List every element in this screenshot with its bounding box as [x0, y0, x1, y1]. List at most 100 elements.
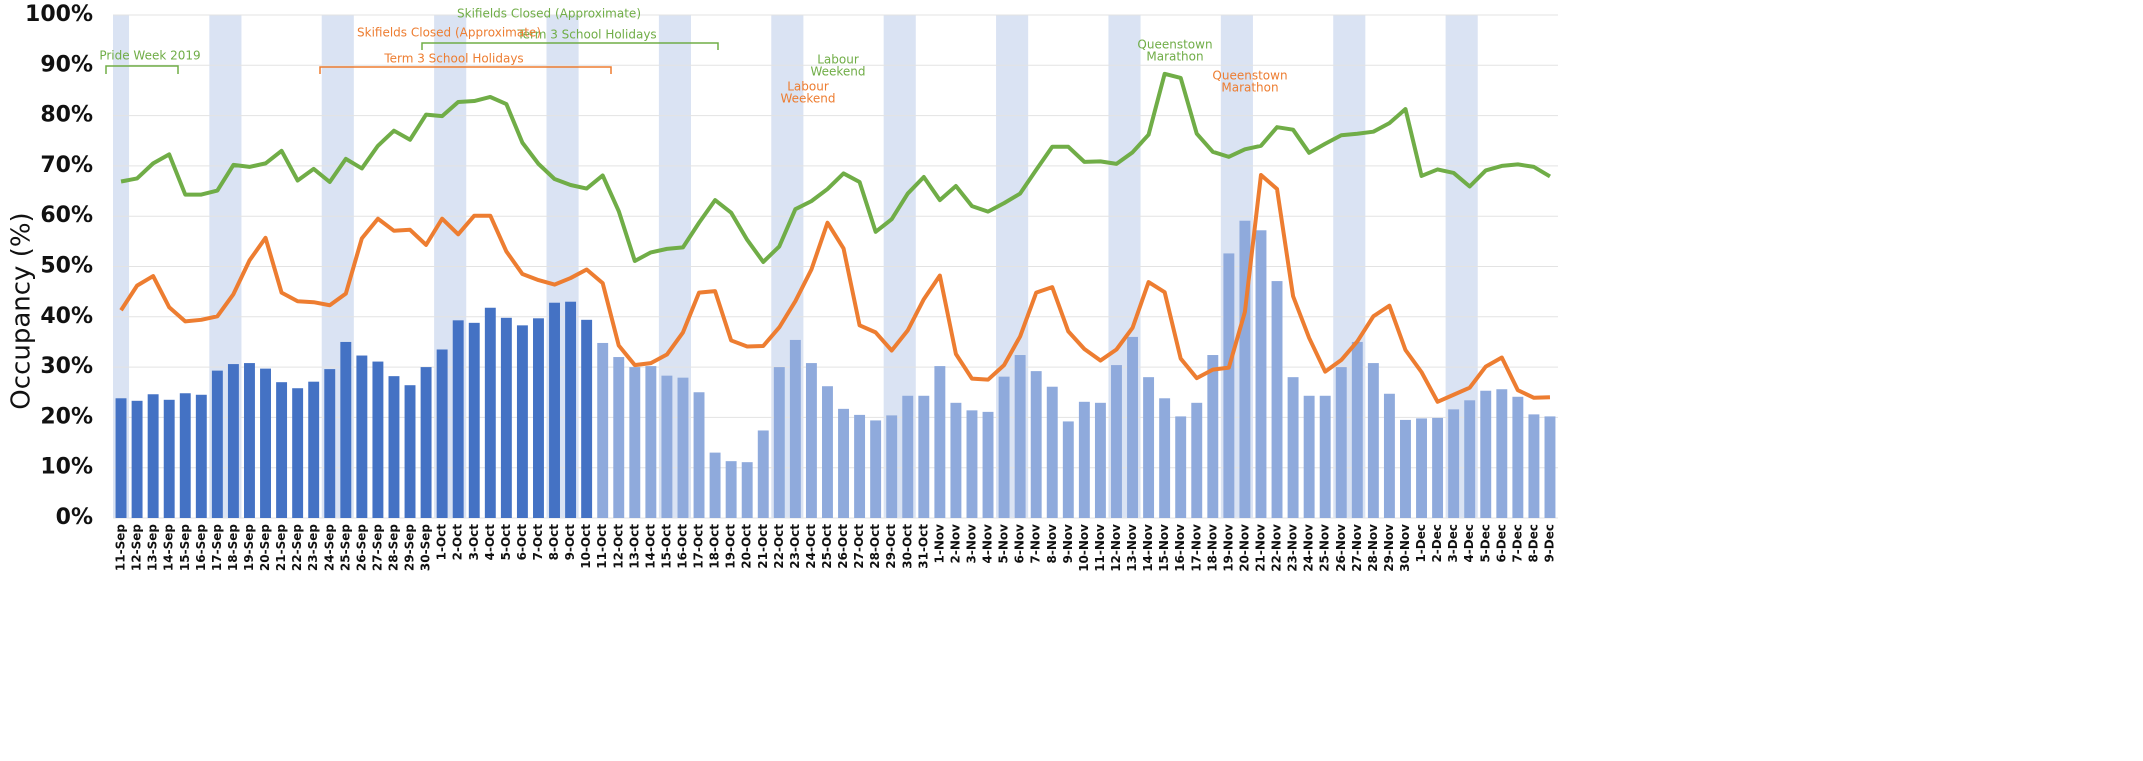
bar	[982, 411, 994, 518]
bar	[179, 393, 191, 518]
x-tick-label: 21-Oct	[756, 524, 770, 569]
bar	[1223, 253, 1235, 518]
bar	[340, 341, 352, 518]
bar	[195, 394, 207, 518]
y-tick-label: 40%	[40, 304, 93, 329]
x-tick-label: 25-Nov	[1318, 524, 1332, 572]
x-tick-label: 1-Oct	[435, 524, 449, 561]
bar	[565, 301, 577, 518]
bar	[1127, 336, 1138, 518]
annotation: Queenstown	[1137, 38, 1212, 52]
bar	[1416, 418, 1427, 518]
annotation: Labour	[817, 53, 859, 67]
x-tick-label: 11-Nov	[1093, 524, 1107, 572]
annotation: Pride Week 2019	[99, 49, 200, 63]
annotation: Marathon	[1146, 50, 1203, 64]
x-tick-label: 2-Nov	[948, 524, 962, 564]
annotation-bracket	[105, 65, 179, 74]
x-tick-label: 12-Oct	[611, 524, 625, 569]
bar	[1046, 386, 1058, 518]
bar	[516, 325, 528, 518]
x-tick-label: 29-Nov	[1382, 524, 1396, 572]
x-tick-label: 26-Sep	[354, 524, 368, 571]
bar	[822, 386, 833, 518]
bar	[1014, 355, 1026, 518]
bar	[388, 376, 400, 518]
bar	[773, 367, 785, 518]
x-tick-label: 11-Oct	[595, 524, 609, 569]
bar	[1207, 355, 1219, 518]
x-tick-label: 9-Dec	[1542, 524, 1556, 563]
annotation-bracket	[421, 42, 719, 50]
bar	[886, 415, 898, 518]
x-tick-label: 7-Nov	[1029, 524, 1043, 564]
x-tick-label: 7-Dec	[1510, 524, 1524, 563]
bar	[629, 367, 641, 518]
x-tick-label: 16-Sep	[194, 524, 208, 571]
x-tick-label: 8-Dec	[1526, 524, 1540, 563]
bar	[549, 302, 560, 518]
annotation-bracket	[319, 66, 612, 74]
bar	[1111, 365, 1122, 518]
x-tick-label: 28-Sep	[386, 524, 400, 571]
bar	[1512, 396, 1524, 518]
bar	[260, 368, 271, 518]
x-tick-label: 17-Oct	[692, 524, 706, 569]
bar	[902, 395, 914, 518]
bar	[1448, 409, 1460, 518]
bar	[244, 363, 255, 518]
x-tick-label: 30-Oct	[900, 524, 914, 569]
bar	[661, 375, 673, 518]
x-tick-label: 16-Oct	[675, 524, 689, 569]
line	[119, 172, 1551, 404]
x-tick-label: 18-Nov	[1205, 524, 1219, 572]
bar	[645, 366, 657, 518]
x-tick-label: 20-Oct	[740, 524, 754, 569]
y-tick-label: 10%	[40, 455, 93, 480]
bar	[998, 376, 1010, 518]
bar	[1078, 401, 1090, 518]
x-tick-label: 23-Sep	[306, 524, 320, 571]
bar	[1062, 421, 1074, 518]
y-tick-label: 30%	[40, 354, 93, 379]
bar	[966, 410, 978, 518]
x-tick-label: 27-Sep	[370, 524, 384, 571]
bar	[227, 364, 239, 518]
x-tick-label: 11-Sep	[114, 524, 128, 571]
x-tick-label: 4-Oct	[483, 524, 497, 561]
annotation: Skifields Closed (Approximate)	[357, 26, 541, 40]
x-tick-label: 27-Oct	[852, 524, 866, 569]
x-tick-label: 24-Oct	[804, 524, 818, 569]
bar	[613, 357, 625, 518]
bar	[436, 349, 448, 518]
x-tick-label: 22-Oct	[772, 524, 786, 569]
x-tick-label: 30-Sep	[419, 524, 433, 571]
x-tick-label: 23-Nov	[1286, 524, 1300, 572]
x-tick-label: 24-Nov	[1302, 524, 1316, 572]
bar	[693, 392, 705, 518]
bar	[115, 398, 127, 518]
bar	[468, 322, 480, 518]
x-tick-label: 6-Oct	[515, 524, 529, 561]
x-tick-label: 8-Nov	[1045, 524, 1059, 564]
x-tick-label: 13-Nov	[1125, 524, 1139, 572]
y-tick-label: 60%	[40, 203, 93, 228]
y-tick-label: 90%	[40, 52, 93, 77]
x-tick-label: 19-Sep	[242, 524, 256, 571]
x-tick-label: 2-Dec	[1430, 524, 1444, 563]
bar	[870, 420, 882, 518]
bar	[1143, 377, 1155, 518]
x-tick-label: 22-Nov	[1270, 524, 1284, 572]
x-tick-label: 22-Sep	[290, 524, 304, 571]
bar	[308, 381, 320, 518]
bar	[324, 369, 336, 518]
bar	[533, 318, 544, 518]
bar	[677, 377, 689, 518]
bar	[934, 366, 946, 518]
bar	[1480, 390, 1492, 518]
x-tick-label: 9-Oct	[563, 524, 577, 561]
x-tick-label: 25-Oct	[820, 524, 834, 569]
x-tick-label: 5-Dec	[1478, 524, 1492, 563]
bar	[1319, 395, 1331, 518]
bar	[805, 363, 817, 518]
